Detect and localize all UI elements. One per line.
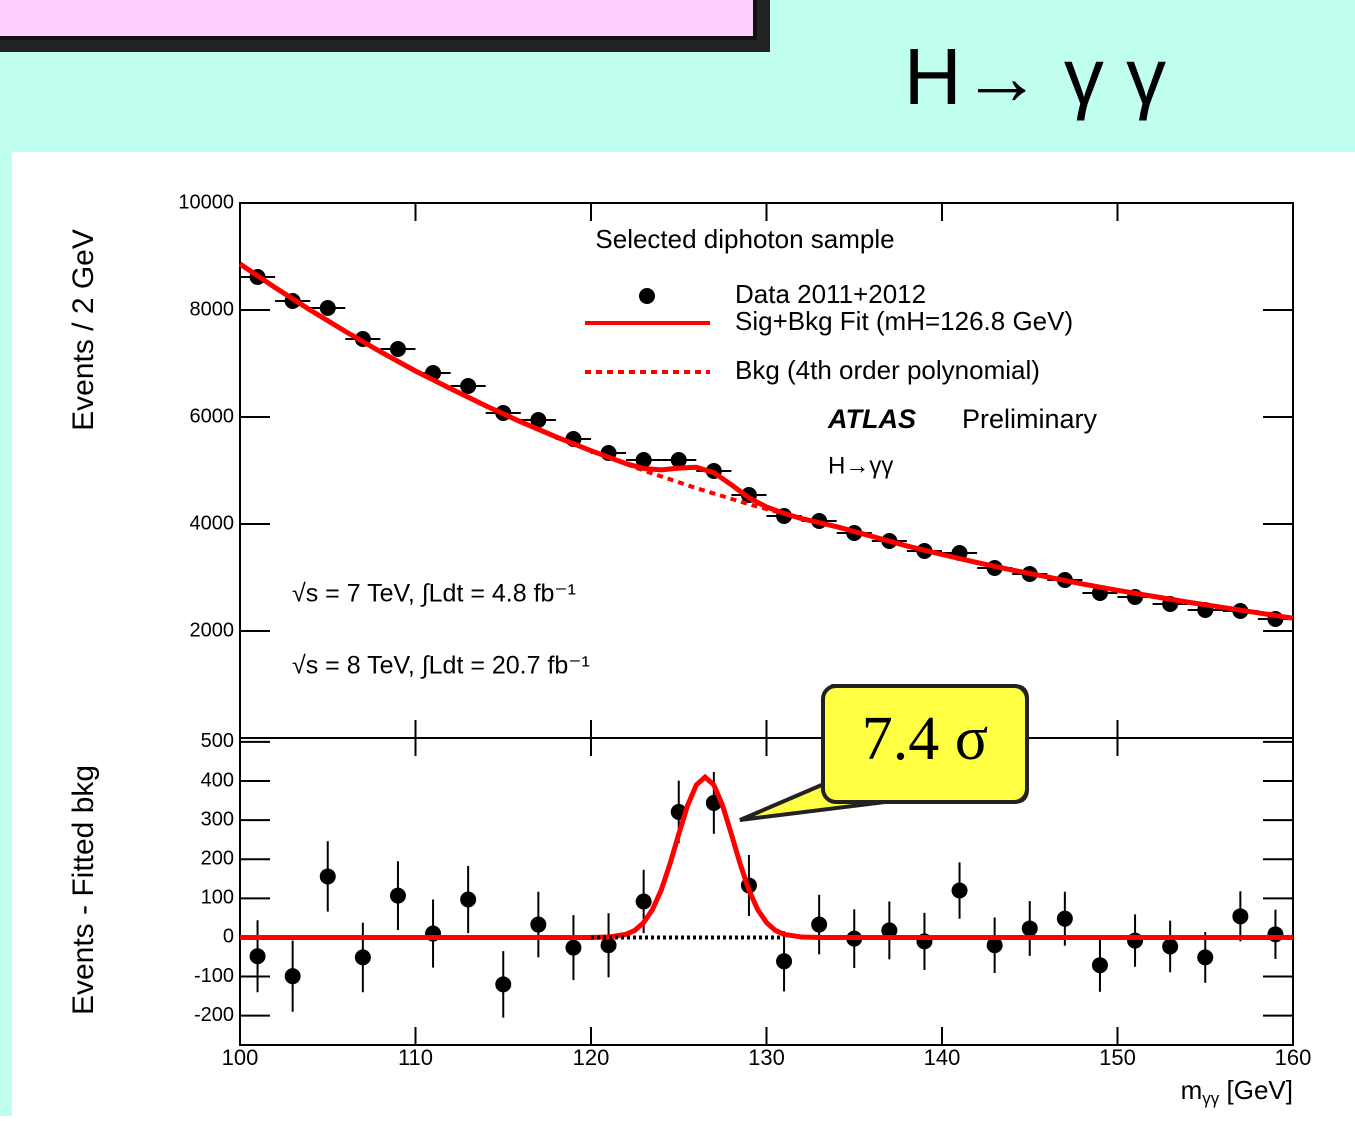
y-tick-label: 100: [201, 887, 234, 909]
data-point: [495, 976, 512, 993]
data-point: [811, 916, 828, 933]
data-point: [635, 893, 652, 910]
y-tick-label: 200: [201, 848, 234, 870]
data-point: [284, 968, 301, 985]
data-point: [1232, 908, 1249, 925]
data-point: [530, 411, 547, 428]
y-axis-label: Events - Fitted bkg: [67, 765, 100, 1015]
data-point: [670, 452, 687, 469]
slide-title: H→ γ γ: [904, 32, 1166, 121]
y-tick-label: 0: [223, 926, 234, 948]
legend-label: Data 2011+2012: [735, 279, 926, 309]
x-axis-label-part: [GeV]: [1219, 1075, 1293, 1105]
x-tick-label: 140: [924, 1045, 961, 1070]
callout-text: 7.4 σ: [862, 705, 988, 773]
y-tick-label: -100: [194, 965, 234, 987]
data-point: [1056, 910, 1073, 927]
y-tick-label: 6000: [190, 405, 235, 427]
data-point: [881, 922, 898, 939]
legend-marker: [639, 288, 655, 304]
fit-line: [238, 261, 1294, 621]
bkg-line: [625, 462, 803, 521]
y-tick-label: 10000: [178, 191, 234, 213]
callout-body: [821, 684, 1029, 804]
data-point: [951, 882, 968, 899]
x-tick-label: 160: [1275, 1045, 1312, 1070]
y-tick-label: 8000: [190, 298, 235, 320]
data-point: [600, 937, 617, 954]
x-tick-label: 120: [573, 1045, 610, 1070]
data-point: [249, 948, 266, 965]
y-tick-label: -200: [194, 1004, 234, 1026]
x-axis-label-part: m: [1181, 1075, 1203, 1105]
annotation: √s = 7 TeV, ∫Ldt = 4.8 fb⁻¹: [292, 580, 576, 608]
annotation: √s = 8 TeV, ∫Ldt = 20.7 fb⁻¹: [292, 652, 590, 680]
data-point: [986, 937, 1003, 954]
annotation: Selected diphoton sample: [595, 224, 894, 254]
x-tick-label: 130: [748, 1045, 785, 1070]
data-point: [389, 887, 406, 904]
y-axis-label: Events / 2 GeV: [67, 229, 100, 431]
annotation: ATLAS: [827, 404, 916, 434]
annotation: H→γγ: [828, 452, 893, 479]
x-axis-label-part: γγ: [1202, 1089, 1220, 1108]
data-point: [1091, 957, 1108, 974]
fit-line: [240, 773, 1293, 940]
y-tick-label: 400: [201, 769, 234, 791]
legend-label: Bkg (4th order polynomial): [735, 355, 1040, 385]
data-point: [354, 949, 371, 966]
annotation: Preliminary: [962, 404, 1098, 434]
x-tick-label: 150: [1099, 1045, 1136, 1070]
plot-panel: [12, 152, 1355, 1116]
data-point: [319, 868, 336, 885]
data-point: [1021, 920, 1038, 937]
x-tick-label: 110: [398, 1045, 433, 1070]
data-point: [776, 953, 793, 970]
data-point: [530, 916, 547, 933]
y-tick-label: 300: [201, 808, 234, 830]
data-point: [1197, 949, 1214, 966]
y-tick-label: 4000: [190, 512, 235, 534]
data-point: [319, 300, 336, 317]
data-point: [460, 891, 477, 908]
x-axis-label: mγγ [GeV]: [1181, 1075, 1293, 1109]
y-tick-label: 2000: [190, 619, 235, 641]
legend-label: Sig+Bkg Fit (mH=126.8 GeV): [735, 306, 1073, 336]
y-tick-label: 500: [201, 730, 234, 752]
heading-box: [0, 0, 757, 40]
data-point: [389, 341, 406, 358]
data-point: [1162, 938, 1179, 955]
data-point: [635, 452, 652, 469]
data-point: [460, 378, 477, 395]
x-tick-label: 100: [222, 1045, 259, 1070]
data-point: [565, 939, 582, 956]
